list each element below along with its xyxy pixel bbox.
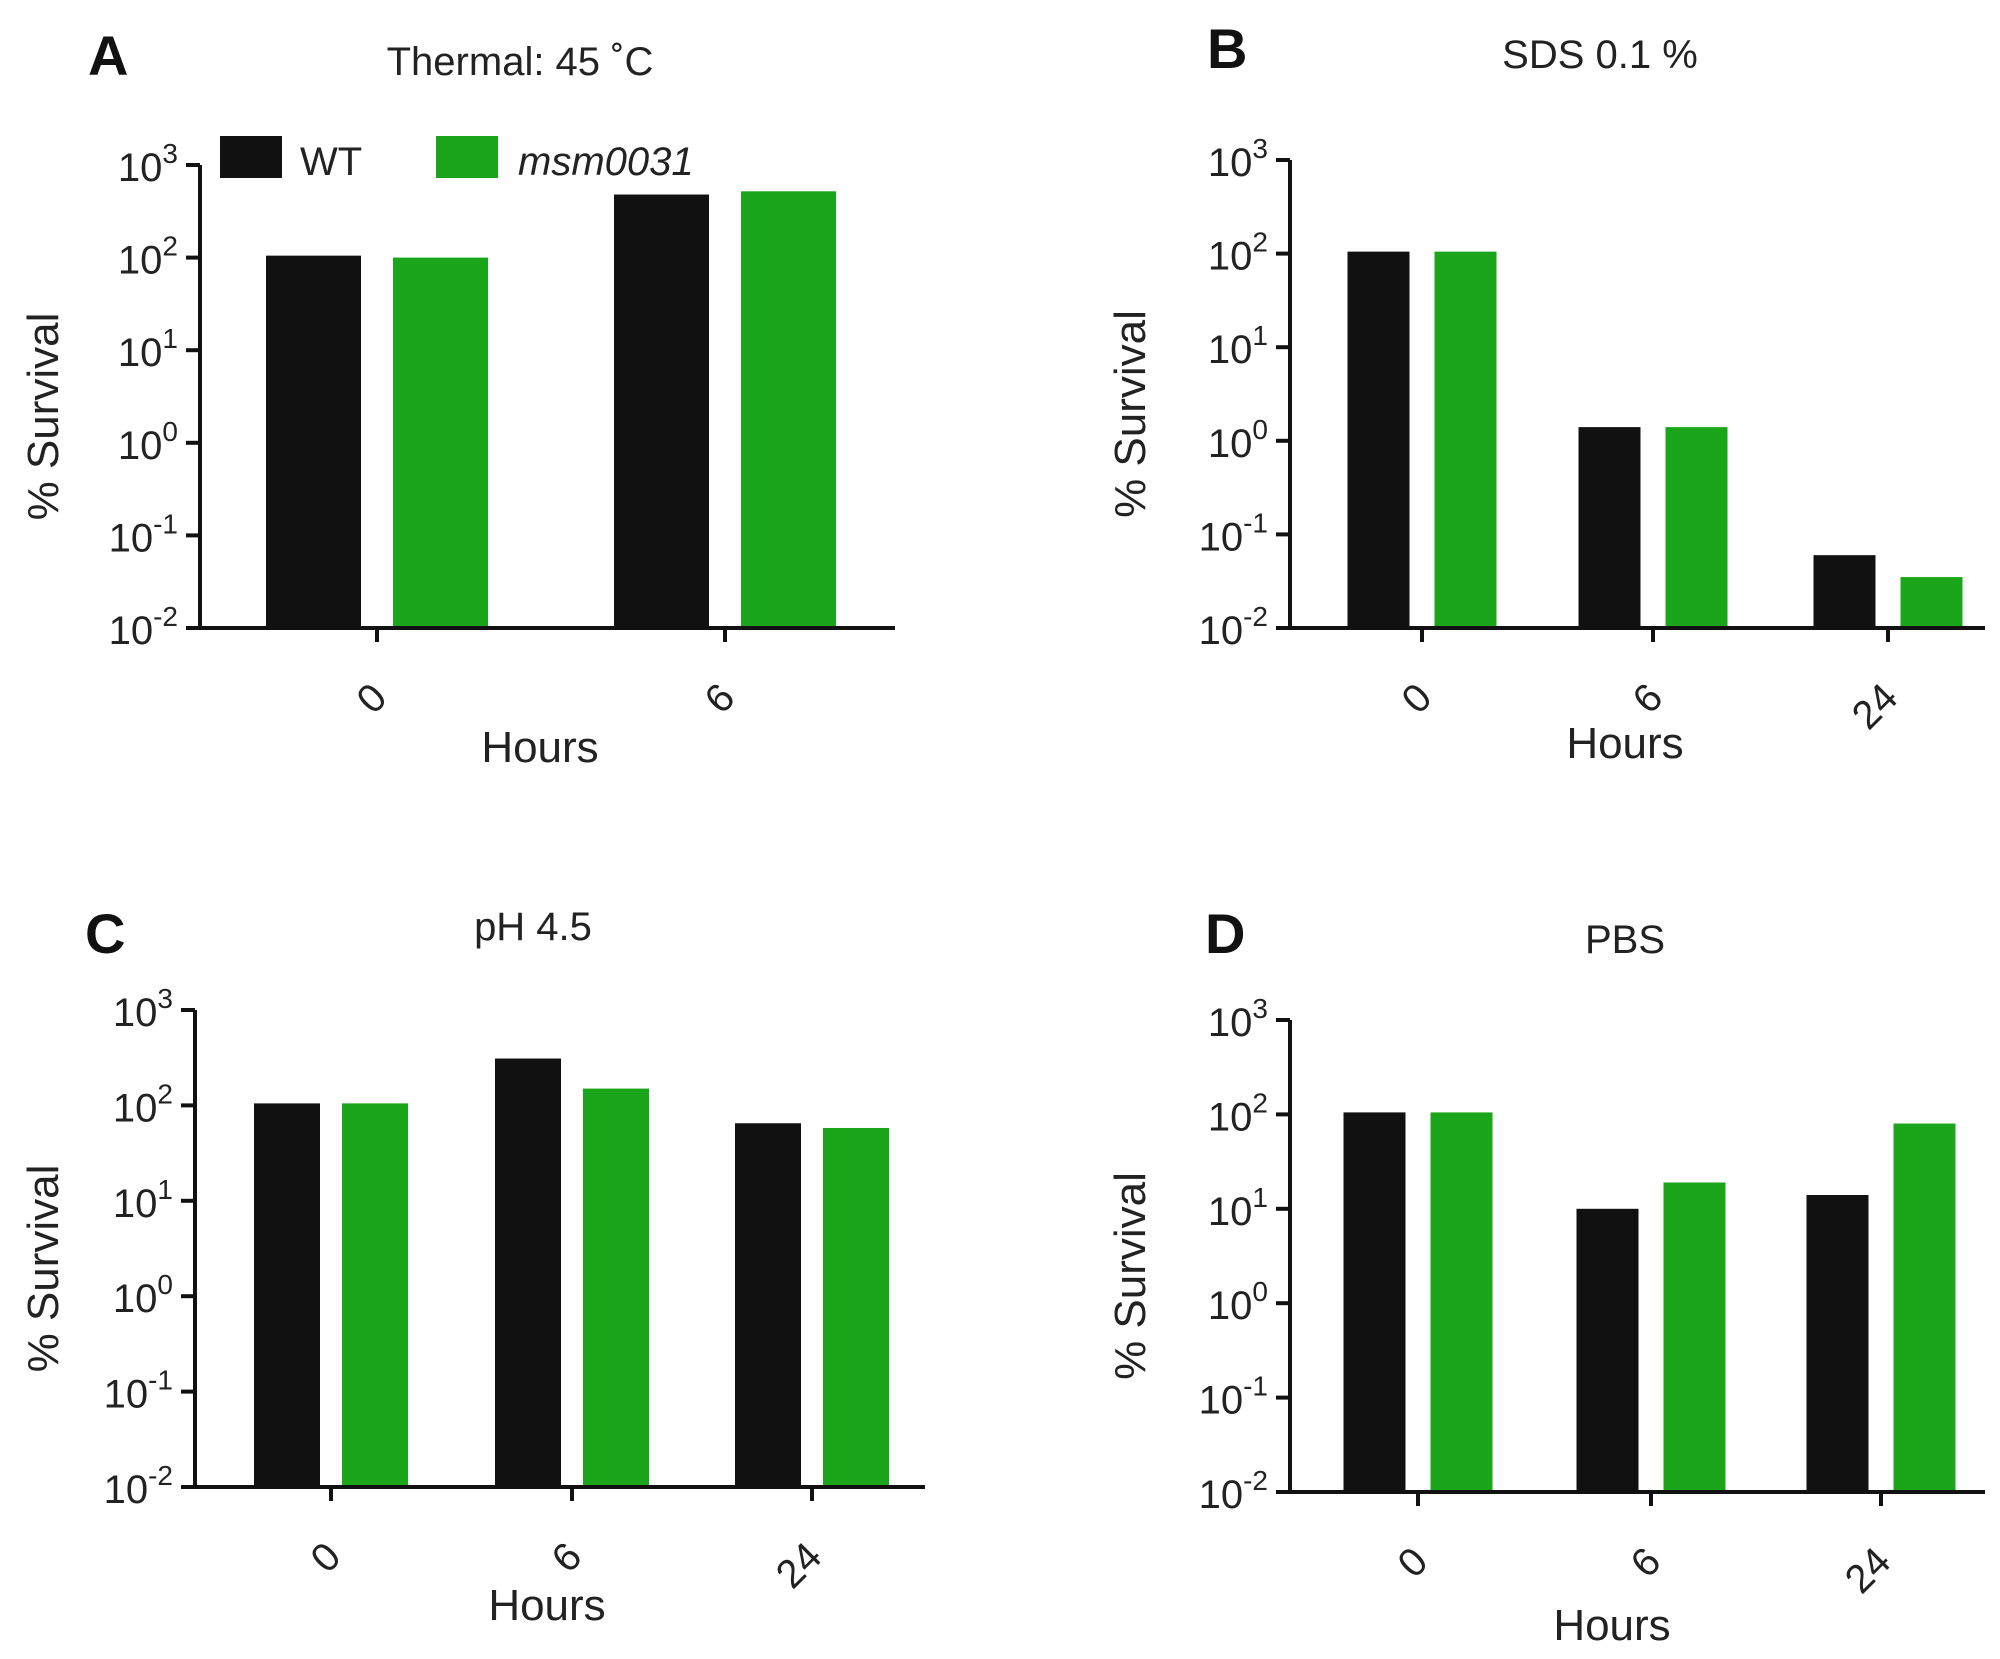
chart-panel-b: B SDS 0.1 % 10-2 10-1 100 101 102 103 0 6 24 Hours%… — [1106, 17, 1985, 768]
chart-panel-d: D PBS 10-2 10-1 100 101 102 103 0 6 24 Hours % Survi… — [1106, 902, 1985, 1650]
y-axis-label: % Survival — [19, 313, 68, 521]
bar-wt-6 — [1578, 427, 1641, 628]
x-tick-label-0: 0 — [349, 675, 396, 722]
legend-label-msm0031: msm0031 — [518, 140, 694, 184]
x-tick-label-0: 0 — [303, 1534, 350, 1581]
y-tick-label: 100 — [1208, 414, 1268, 466]
y-tick-label: 10-2 — [1199, 1465, 1268, 1517]
bar-msm0031-24 — [1900, 577, 1963, 628]
x-axis-label: Hours — [1553, 1601, 1670, 1650]
x-axis-label: Hours — [1566, 719, 1683, 768]
bar-msm0031-6 — [1665, 427, 1728, 628]
bar-msm0031-0 — [393, 257, 488, 628]
y-tick-label: 103 — [1208, 133, 1268, 185]
bar-wt-6 — [1576, 1208, 1639, 1492]
y-tick-label: 10-1 — [1199, 1371, 1268, 1423]
x-tick-label-6: 6 — [697, 675, 744, 722]
y-tick-label: 103 — [1208, 993, 1268, 1045]
y-tick-label: 103 — [118, 138, 178, 190]
x-tick-label-6: 6 — [544, 1534, 591, 1581]
legend-swatch-msm0031 — [436, 136, 498, 178]
panel-label: A — [88, 24, 128, 87]
x-axis-label: Hours — [488, 1581, 605, 1630]
bar-msm0031-6 — [741, 191, 836, 628]
bar-msm0031-6 — [1663, 1182, 1726, 1492]
bar-wt-6 — [614, 194, 709, 628]
bar-wt-24 — [1806, 1195, 1869, 1492]
bar-msm0031-24 — [1893, 1123, 1956, 1492]
chart-title: SDS 0.1 % — [1502, 33, 1698, 77]
y-tick-label: 10-1 — [104, 1365, 173, 1417]
y-tick-label: 102 — [113, 1078, 173, 1130]
legend-swatch-wt — [220, 136, 282, 178]
x-tick-label-6: 6 — [1625, 675, 1672, 722]
y-tick-label: 10-2 — [109, 601, 178, 653]
chart-title: Thermal: 45 ˚C — [387, 40, 654, 84]
y-tick-label: 10-2 — [1199, 601, 1268, 653]
y-tick-label: 100 — [118, 416, 178, 468]
bar-msm0031-0 — [1434, 251, 1497, 628]
y-tick-label: 100 — [113, 1269, 173, 1321]
x-tick-label-0: 0 — [1390, 1539, 1437, 1586]
bar-wt-24 — [735, 1123, 801, 1487]
panel-label: B — [1207, 17, 1247, 80]
x-tick-label-24: 24 — [768, 1534, 831, 1597]
bar-msm0031-0 — [342, 1103, 408, 1487]
y-tick-label: 101 — [113, 1174, 173, 1226]
bar-msm0031-24 — [823, 1127, 889, 1487]
y-tick-label: 101 — [1208, 1182, 1268, 1234]
chart-title: PBS — [1585, 918, 1665, 962]
y-tick-label: 10-2 — [104, 1460, 173, 1512]
x-axis-label: Hours — [481, 723, 598, 772]
x-tick-label-6: 6 — [1623, 1539, 1670, 1586]
chart-title: pH 4.5 — [474, 905, 592, 949]
y-tick-label: 101 — [1208, 320, 1268, 372]
chart-panel-a: A Thermal: 45 ˚C 10-2 10-1 100 101 102 103 0 6 Hou… — [19, 24, 895, 772]
y-tick-label: 101 — [118, 323, 178, 375]
bar-wt-0 — [1347, 251, 1410, 628]
bar-msm0031-6 — [583, 1088, 649, 1487]
y-tick-label: 103 — [113, 983, 173, 1035]
bar-wt-0 — [254, 1103, 320, 1487]
y-tick-label: 102 — [118, 231, 178, 283]
x-tick-label-24: 24 — [1844, 675, 1907, 738]
y-tick-label: 102 — [1208, 1087, 1268, 1139]
y-tick-label: 10-1 — [1199, 507, 1268, 559]
y-axis-label: % Survival — [1106, 1172, 1155, 1380]
y-tick-label: 10-1 — [109, 508, 178, 560]
bar-msm0031-0 — [1430, 1112, 1493, 1492]
x-tick-label-0: 0 — [1394, 675, 1441, 722]
legend: WT msm0031 — [220, 136, 694, 184]
bar-wt-24 — [1813, 555, 1876, 628]
bar-wt-0 — [1343, 1112, 1406, 1492]
x-tick-label-24: 24 — [1837, 1539, 1900, 1602]
y-tick-label: 100 — [1208, 1276, 1268, 1328]
y-axis-label: % Survival — [1106, 310, 1155, 518]
y-axis-label: % Survival — [19, 1165, 68, 1373]
y-tick-label: 102 — [1208, 227, 1268, 279]
panel-label: C — [85, 902, 125, 965]
bar-wt-0 — [266, 255, 361, 628]
bar-wt-6 — [495, 1058, 561, 1487]
legend-label-wt: WT — [300, 140, 362, 184]
panel-label: D — [1205, 902, 1245, 965]
